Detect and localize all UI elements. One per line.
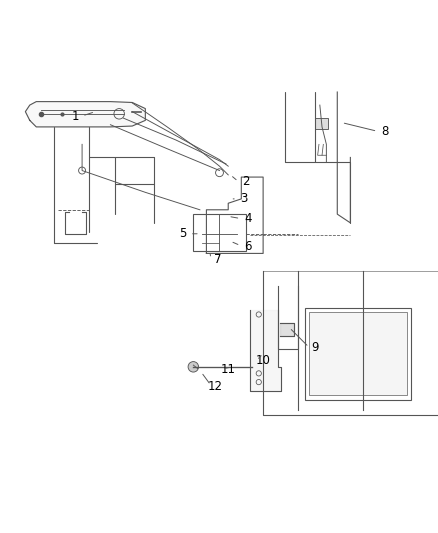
Circle shape: [78, 167, 85, 174]
Polygon shape: [250, 310, 280, 391]
Text: 8: 8: [381, 125, 388, 138]
Text: 10: 10: [255, 354, 270, 367]
Text: 6: 6: [244, 240, 251, 253]
Bar: [193, 214, 245, 251]
Text: 2: 2: [241, 175, 249, 188]
Circle shape: [187, 361, 198, 372]
Text: 3: 3: [239, 192, 247, 205]
Circle shape: [215, 169, 223, 176]
Bar: [304, 308, 410, 400]
Text: 4: 4: [244, 212, 251, 225]
Text: 9: 9: [311, 341, 318, 354]
Bar: [308, 312, 406, 395]
Polygon shape: [279, 323, 293, 336]
Polygon shape: [25, 102, 145, 127]
Text: 1: 1: [72, 109, 79, 123]
Bar: [314, 118, 327, 129]
Text: 7: 7: [213, 254, 221, 266]
Text: 5: 5: [178, 227, 186, 240]
Text: 12: 12: [207, 380, 222, 393]
Text: 11: 11: [220, 362, 235, 376]
